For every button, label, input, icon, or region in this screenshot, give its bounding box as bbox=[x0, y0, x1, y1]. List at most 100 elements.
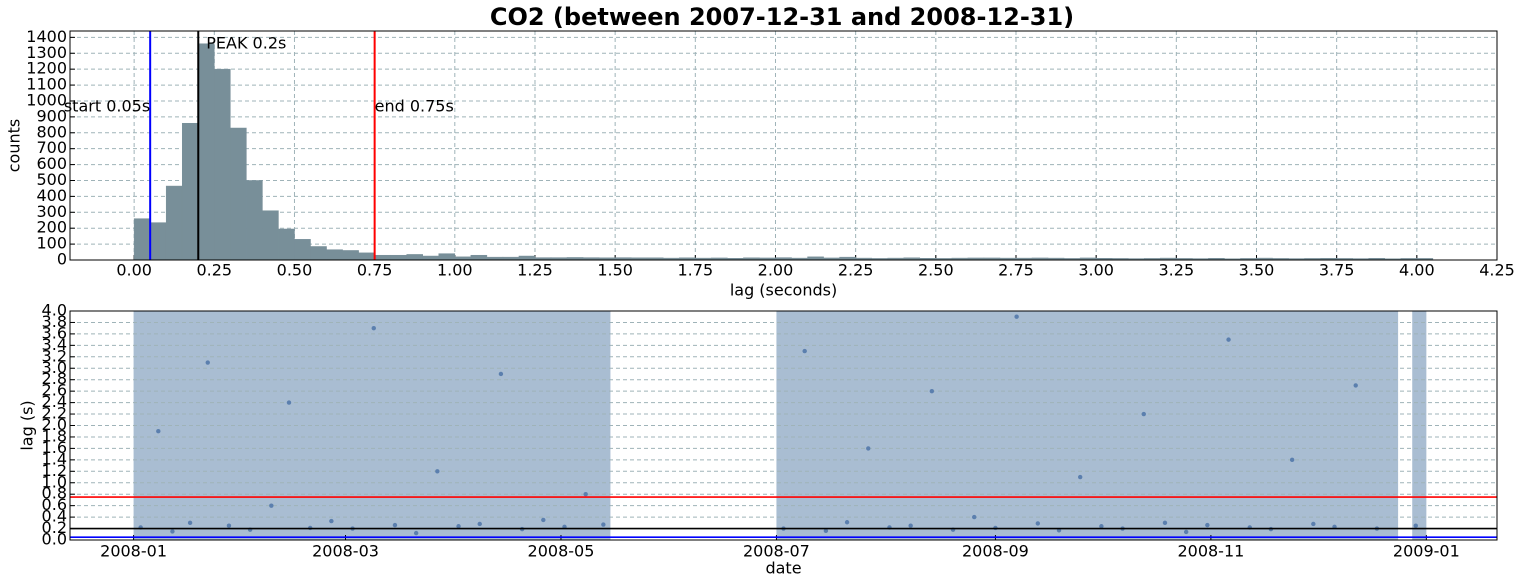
point bbox=[413, 530, 419, 536]
point bbox=[1205, 522, 1210, 528]
y-tick-label: 2.2 bbox=[42, 404, 67, 423]
point bbox=[1226, 337, 1231, 342]
y-tick-label: 4.0 bbox=[42, 301, 67, 320]
y-tick-label: 1200 bbox=[26, 59, 67, 78]
x-tick-label: 1.75 bbox=[678, 261, 714, 280]
x-tick-label: 1.50 bbox=[597, 261, 633, 280]
point bbox=[1311, 521, 1316, 527]
point bbox=[1413, 523, 1418, 528]
point bbox=[1162, 520, 1168, 526]
point bbox=[1035, 521, 1041, 526]
bar bbox=[198, 43, 215, 261]
bar bbox=[294, 239, 311, 261]
y-tick-label: 1.6 bbox=[42, 438, 67, 457]
x-tick-label: 0.50 bbox=[277, 261, 313, 280]
point bbox=[972, 514, 977, 520]
point bbox=[329, 518, 334, 524]
chart-title: CO2 (between 2007-12-31 and 2008-12-31) bbox=[490, 3, 1074, 31]
x-tick-label: 2.50 bbox=[918, 261, 954, 280]
bar bbox=[214, 68, 231, 261]
y-axis-label: counts bbox=[5, 119, 24, 172]
y-tick-label: 2.6 bbox=[42, 381, 67, 400]
x-tick-label: 2008-11 bbox=[1177, 542, 1244, 561]
bar bbox=[133, 218, 151, 261]
bar bbox=[358, 252, 375, 261]
y-tick-label: 200 bbox=[36, 218, 67, 237]
bar bbox=[246, 180, 263, 261]
bar bbox=[342, 250, 359, 261]
y-tick-label: 2.4 bbox=[42, 392, 67, 411]
bar bbox=[165, 185, 183, 261]
bar bbox=[390, 254, 407, 261]
point bbox=[156, 429, 161, 434]
point bbox=[844, 520, 850, 525]
bar bbox=[149, 222, 167, 261]
point bbox=[929, 388, 935, 394]
bar bbox=[438, 253, 456, 261]
bar bbox=[422, 255, 440, 261]
point bbox=[1099, 524, 1104, 529]
bar bbox=[374, 254, 391, 261]
point bbox=[435, 469, 440, 474]
point bbox=[477, 521, 482, 527]
y-tick-label: 2.8 bbox=[42, 369, 67, 388]
bar bbox=[406, 254, 423, 261]
point bbox=[170, 529, 175, 534]
y-tick-label: 0 bbox=[57, 250, 67, 269]
y-tick-label: 800 bbox=[36, 122, 67, 141]
x-tick-label: 1.00 bbox=[437, 261, 473, 280]
x-tick-label: 4.25 bbox=[1479, 261, 1515, 280]
point bbox=[456, 524, 461, 529]
y-axis-label: lag (s) bbox=[18, 400, 37, 450]
x-tick-label: 0.00 bbox=[116, 261, 152, 280]
point bbox=[823, 528, 829, 534]
y-tick-label: 1000 bbox=[26, 90, 67, 109]
marker-label: end 0.75s bbox=[375, 97, 454, 116]
y-tick-label: 3.6 bbox=[42, 323, 67, 342]
y-tick-label: 1400 bbox=[26, 27, 67, 46]
x-tick-label: 1.25 bbox=[517, 261, 553, 280]
marker-label: PEAK 0.2s bbox=[206, 34, 286, 53]
point bbox=[908, 523, 913, 528]
marker-label: start 0.05s bbox=[64, 97, 150, 116]
y-tick-label: 3.8 bbox=[42, 312, 67, 331]
x-tick-label: 0.25 bbox=[196, 261, 232, 280]
x-tick-label: 2.00 bbox=[758, 261, 794, 280]
y-tick-label: 600 bbox=[36, 154, 67, 173]
x-tick-label: 2008-09 bbox=[962, 542, 1029, 561]
y-tick-label: 300 bbox=[36, 202, 67, 221]
y-tick-label: 3.0 bbox=[42, 358, 67, 377]
point bbox=[1183, 529, 1189, 535]
y-tick-label: 0.6 bbox=[42, 495, 67, 514]
x-tick-label: 3.00 bbox=[1078, 261, 1114, 280]
x-tick-label: 2009-01 bbox=[1393, 542, 1460, 561]
plot-frame bbox=[69, 30, 1498, 261]
x-tick-label: 0.75 bbox=[357, 261, 393, 280]
x-tick-label: 2.75 bbox=[998, 261, 1034, 280]
point bbox=[392, 522, 398, 528]
x-tick-label: 4.00 bbox=[1399, 261, 1435, 280]
point bbox=[583, 492, 588, 497]
point bbox=[541, 517, 546, 523]
x-tick-label: 2008-07 bbox=[743, 542, 810, 561]
point bbox=[269, 503, 274, 508]
y-tick-label: 0.2 bbox=[42, 518, 67, 537]
y-tick-label: 1.2 bbox=[42, 461, 67, 480]
y-tick-label: 0.8 bbox=[42, 484, 67, 503]
y-tick-label: 1300 bbox=[26, 43, 67, 62]
y-tick-label: 700 bbox=[36, 138, 67, 157]
x-tick-label: 2008-03 bbox=[312, 542, 379, 561]
point bbox=[187, 520, 193, 526]
y-tick-label: 0.0 bbox=[42, 530, 67, 549]
bar bbox=[181, 122, 199, 261]
y-tick-label: 500 bbox=[36, 170, 67, 189]
x-tick-label: 2008-01 bbox=[100, 542, 167, 561]
point bbox=[1289, 457, 1295, 463]
x-tick-label: 3.50 bbox=[1239, 261, 1275, 280]
y-tick-label: 900 bbox=[36, 106, 67, 125]
y-tick-label: 2.0 bbox=[42, 415, 67, 434]
y-tick-label: 1.4 bbox=[42, 449, 67, 468]
bar bbox=[262, 210, 279, 261]
point bbox=[226, 523, 232, 528]
